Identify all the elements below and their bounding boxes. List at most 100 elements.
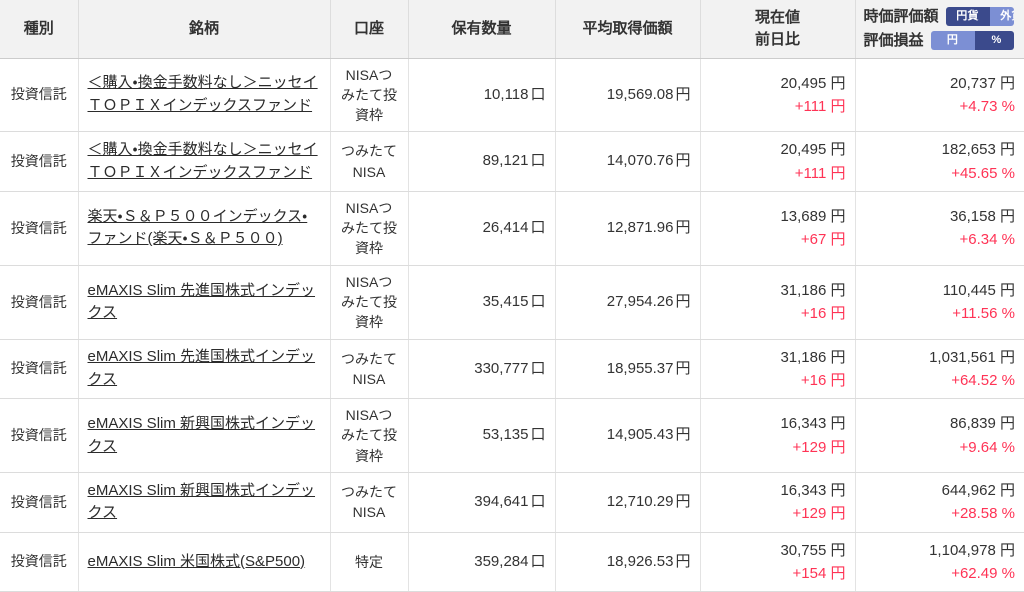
fund-name-link[interactable]: ＜購入・換金手数料なし＞ニッセイＴＯＰＩＸインデックスファンド (87, 141, 318, 181)
cell-name: eMAXIS Slim 先進国株式インデックス (78, 265, 331, 340)
market-value-label: 時価評価額 (863, 7, 939, 25)
cell-quantity: 394,641 口 (408, 472, 556, 533)
cell-name: ＜購入・換金手数料なし＞ニッセイＴＯＰＩＸインデックスファンド (78, 131, 331, 192)
average-cost-value: 12,871.96 (606, 219, 674, 237)
quantity-unit: 口 (530, 359, 546, 377)
quantity-unit: 口 (530, 426, 546, 444)
cell-name: 楽天・Ｓ＆Ｐ５００インデックス・ファンド(楽天・Ｓ＆Ｐ５００) (78, 191, 331, 266)
account-text: NISAつみたて投資枠 (341, 66, 397, 124)
cell-average-cost: 27,954.26 円 (555, 265, 701, 340)
profit-loss-toggle-percent[interactable]: % (974, 31, 1014, 51)
column-header-name-label: 銘柄 (188, 19, 219, 37)
average-cost-value: 19,569.08 (606, 85, 674, 103)
cell-current-price: 30,755 円 +154 円 (700, 532, 856, 592)
quantity-unit: 口 (530, 85, 546, 103)
quantity-unit: 口 (530, 152, 546, 170)
profit-loss-value: +28.58 % (951, 505, 1015, 523)
cell-name: ＜購入・換金手数料なし＞ニッセイＴＯＰＩＸインデックスファンド (78, 58, 331, 133)
quantity-unit: 口 (530, 552, 546, 570)
type-text: 投資信託 (10, 153, 67, 170)
previous-day-change-label: 前日比 (754, 30, 800, 48)
cell-market-value: 1,104,978 円 +62.49 % (855, 532, 1024, 592)
quantity-unit: 口 (530, 219, 546, 237)
cell-market-value: 110,445 円 +11.56 % (855, 265, 1024, 340)
quantity-value: 10,118 (483, 85, 529, 103)
column-header-current-price[interactable]: 現在値 前日比 (700, 0, 856, 59)
quantity-value: 394,641 (474, 493, 529, 511)
currency-toggle-yen[interactable]: 円貨 (945, 7, 990, 27)
table-row[interactable]: 投資信託 eMAXIS Slim 新興国株式インデックス NISAつみたて投資枠… (0, 398, 1024, 474)
cell-current-price: 20,495 円 +111 円 (700, 58, 856, 133)
column-header-market-value: 時価評価額 円貨 外貨 評価損益 円 % (855, 0, 1024, 59)
cell-quantity: 35,415 口 (408, 265, 556, 340)
profit-loss-value: +6.34 % (959, 231, 1015, 249)
type-text: 投資信託 (10, 553, 67, 570)
table-row[interactable]: 投資信託 eMAXIS Slim 先進国株式インデックス つみたてNISA 33… (0, 339, 1024, 400)
fund-name-link[interactable]: eMAXIS Slim 新興国株式インデックス (87, 415, 316, 455)
fund-name-link[interactable]: eMAXIS Slim 新興国株式インデックス (87, 481, 316, 522)
table-row[interactable]: 投資信託 ＜購入・換金手数料なし＞ニッセイＴＯＰＩＸインデックスファンド NIS… (0, 58, 1024, 133)
quantity-value: 53,135 (482, 426, 529, 444)
fund-name-link[interactable]: eMAXIS Slim 先進国株式インデックス (87, 348, 316, 388)
profit-loss-toggle-yen[interactable]: 円 (930, 31, 975, 51)
cell-market-value: 182,653 円 +45.65 % (855, 131, 1024, 192)
table-row[interactable]: 投資信託 eMAXIS Slim 新興国株式インデックス つみたてNISA 39… (0, 472, 1024, 533)
quantity-value: 26,414 (482, 219, 529, 237)
cell-quantity: 359,284 口 (408, 532, 556, 592)
profit-loss-toggle-group[interactable]: 円 % (930, 31, 1014, 51)
cell-account: NISAつみたて投資枠 (330, 58, 409, 133)
type-text: 投資信託 (10, 293, 67, 310)
type-text: 投資信託 (10, 427, 67, 444)
column-header-quantity[interactable]: 保有数量 (408, 0, 556, 59)
current-price-value: 13,689 円 (780, 208, 846, 226)
current-price-value: 16,343 円 (780, 482, 846, 500)
cell-account: つみたてNISA (330, 131, 409, 192)
account-text: NISAつみたて投資枠 (341, 199, 397, 257)
table-row[interactable]: 投資信託 eMAXIS Slim 先進国株式インデックス NISAつみたて投資枠… (0, 265, 1024, 340)
cell-average-cost: 12,871.96 円 (555, 191, 701, 266)
column-header-account[interactable]: 口座 (330, 0, 409, 59)
cell-account: NISAつみたて投資枠 (330, 265, 409, 340)
cell-average-cost: 18,955.37 円 (555, 339, 701, 400)
table-row[interactable]: 投資信託 ＜購入・換金手数料なし＞ニッセイＴＯＰＩＸインデックスファンド つみた… (0, 131, 1024, 192)
current-price-value: 20,495 円 (780, 74, 846, 92)
currency-toggle-group[interactable]: 円貨 外貨 (945, 7, 1014, 27)
cell-quantity: 53,135 口 (408, 398, 556, 474)
average-cost-unit: 円 (675, 426, 691, 444)
column-header-name[interactable]: 銘柄 (78, 0, 331, 59)
quantity-unit: 口 (530, 493, 546, 511)
table-row[interactable]: 投資信託 楽天・Ｓ＆Ｐ５００インデックス・ファンド(楽天・Ｓ＆Ｐ５００) NIS… (0, 191, 1024, 266)
column-header-type-label: 種別 (23, 19, 54, 37)
fund-name-link[interactable]: eMAXIS Slim 先進国株式インデックス (87, 281, 316, 322)
column-header-average-cost[interactable]: 平均取得価額 (555, 0, 701, 59)
cell-market-value: 36,158 円 +6.34 % (855, 191, 1024, 266)
fund-name-link[interactable]: 楽天・Ｓ＆Ｐ５００インデックス・ファンド(楽天・Ｓ＆Ｐ５００) (87, 207, 308, 248)
cell-account: NISAつみたて投資枠 (330, 191, 409, 266)
cell-market-value: 86,839 円 +9.64 % (855, 398, 1024, 474)
currency-toggle-foreign[interactable]: 外貨 (989, 7, 1014, 27)
market-value-value: 644,962 円 (941, 482, 1015, 500)
average-cost-unit: 円 (675, 85, 691, 103)
cell-current-price: 16,343 円 +129 円 (700, 398, 856, 474)
current-price-label: 現在値 (754, 9, 800, 26)
previous-day-change-value: +129 円 (792, 505, 846, 523)
fund-name-link[interactable]: ＜購入・換金手数料なし＞ニッセイＴＯＰＩＸインデックスファンド (87, 74, 318, 114)
cell-quantity: 89,121 口 (408, 131, 556, 192)
previous-day-change-value: +154 円 (792, 564, 846, 582)
quantity-value: 35,415 (482, 292, 529, 310)
column-header-type[interactable]: 種別 (0, 0, 79, 59)
profit-loss-label: 評価損益 (863, 31, 924, 49)
current-price-value: 31,186 円 (780, 348, 846, 366)
account-text: つみたてNISA (341, 484, 397, 521)
cell-current-price: 20,495 円 +111 円 (700, 131, 856, 192)
previous-day-change-value: +111 円 (794, 164, 846, 182)
account-text: NISAつみたて投資枠 (341, 407, 397, 464)
account-text: NISAつみたて投資枠 (341, 273, 397, 331)
header-row: 種別 銘柄 口座 保有数量 平均取得価額 現在値 前日比 (0, 0, 1024, 59)
average-cost-unit: 円 (675, 292, 691, 310)
table-row[interactable]: 投資信託 eMAXIS Slim 米国株式(S&P500) 特定 359,284… (0, 532, 1024, 592)
cell-name: eMAXIS Slim 新興国株式インデックス (78, 472, 331, 533)
fund-name-link[interactable]: eMAXIS Slim 米国株式(S&P500) (87, 552, 306, 570)
average-cost-value: 12,710.29 (606, 493, 674, 511)
cell-market-value: 644,962 円 +28.58 % (855, 472, 1024, 533)
